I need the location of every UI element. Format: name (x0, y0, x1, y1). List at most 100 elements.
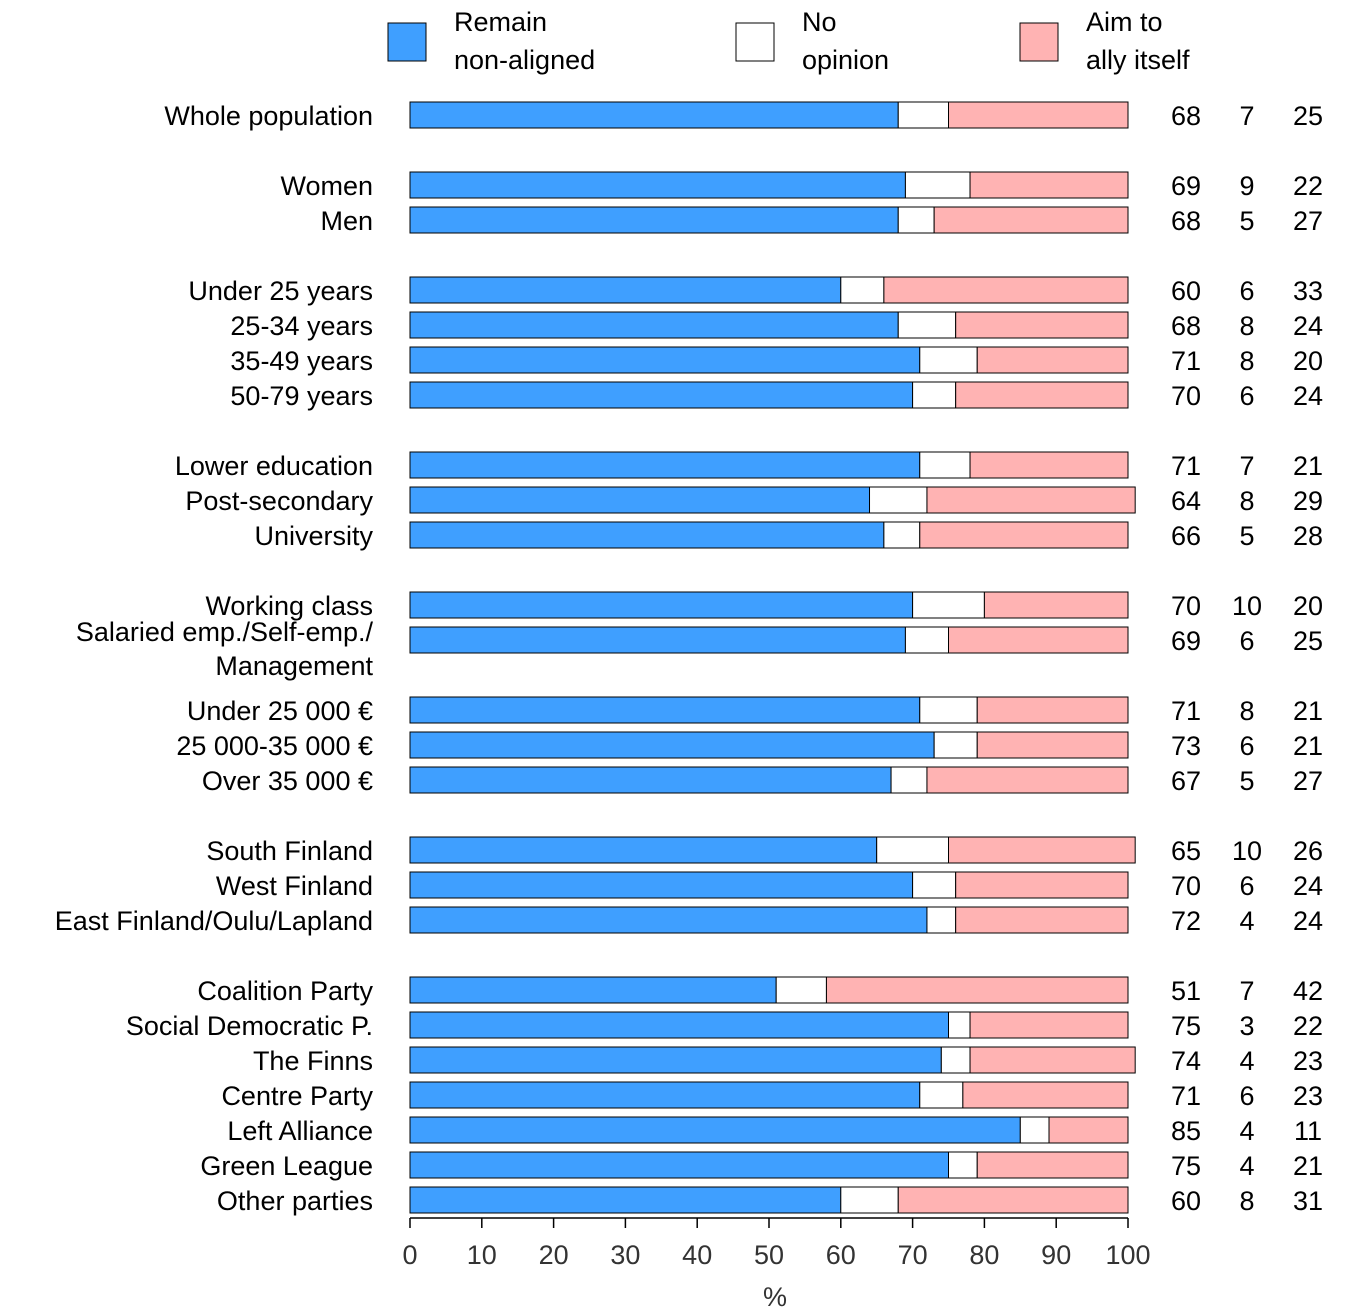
bar-no-opinion (897, 311, 957, 339)
chart-row: 50-79 years 70 6 24 (230, 381, 1323, 411)
value-label-ally: 21 (1293, 1151, 1323, 1181)
x-tick-label: 30 (610, 1240, 640, 1270)
bar-remain (409, 1011, 949, 1039)
chart-row: Lower education 71 7 21 (175, 451, 1323, 481)
value-label-ally: 20 (1293, 591, 1323, 621)
x-tick-label: 100 (1105, 1240, 1150, 1270)
value-label-ally: 33 (1293, 276, 1323, 306)
value-label-no-opinion: 9 (1239, 171, 1254, 201)
legend-swatch (1019, 22, 1059, 62)
legend-swatch (387, 22, 427, 62)
chart-row: West Finland 70 6 24 (216, 871, 1323, 901)
row-label: The Finns (253, 1046, 373, 1076)
value-label-no-opinion: 4 (1239, 1046, 1254, 1076)
row-label: Centre Party (221, 1081, 373, 1111)
bar-ally (969, 1011, 1129, 1039)
row-label: Women (280, 171, 373, 201)
value-label-remain: 71 (1171, 696, 1201, 726)
bar-remain (409, 486, 871, 514)
x-tick-label: 90 (1041, 1240, 1071, 1270)
bar-remain (409, 311, 899, 339)
row-label: Under 25 000 € (187, 696, 373, 726)
value-label-remain: 69 (1171, 171, 1201, 201)
bar-ally (948, 626, 1129, 654)
value-label-remain: 60 (1171, 276, 1201, 306)
value-label-no-opinion: 6 (1239, 381, 1254, 411)
bar-no-opinion (1019, 1116, 1050, 1144)
value-label-ally: 21 (1293, 696, 1323, 726)
value-label-no-opinion: 8 (1239, 346, 1254, 376)
legend-item: No opinion (735, 7, 889, 75)
value-label-ally: 27 (1293, 766, 1323, 796)
bar-ally (955, 311, 1129, 339)
legend-label: ally itself (1086, 45, 1190, 75)
value-label-no-opinion: 8 (1239, 311, 1254, 341)
bar-no-opinion (919, 1081, 964, 1109)
value-label-remain: 71 (1171, 346, 1201, 376)
value-label-ally: 22 (1293, 171, 1323, 201)
value-label-remain: 69 (1171, 626, 1201, 656)
row-label: West Finland (216, 871, 373, 901)
row-label: Management (215, 651, 373, 681)
value-label-no-opinion: 6 (1239, 1081, 1254, 1111)
chart-row: Working class 70 10 20 (205, 591, 1323, 621)
value-label-no-opinion: 7 (1239, 976, 1254, 1006)
value-label-remain: 85 (1171, 1116, 1201, 1146)
bar-ally (948, 836, 1136, 864)
value-label-no-opinion: 8 (1239, 486, 1254, 516)
bar-remain (409, 976, 777, 1004)
bar-no-opinion (897, 206, 935, 234)
bar-ally (969, 171, 1129, 199)
bar-remain (409, 521, 885, 549)
value-label-ally: 23 (1293, 1081, 1323, 1111)
value-label-ally: 26 (1293, 836, 1323, 866)
value-label-no-opinion: 4 (1239, 1151, 1254, 1181)
chart-row: Post-secondary 64 8 29 (185, 486, 1323, 516)
bar-remain (409, 626, 906, 654)
value-label-no-opinion: 6 (1239, 731, 1254, 761)
value-label-no-opinion: 10 (1232, 591, 1262, 621)
value-label-remain: 60 (1171, 1186, 1201, 1216)
row-label: Working class (205, 591, 373, 621)
chart-row: Under 25 years 60 6 33 (188, 276, 1323, 306)
legend-label: No (802, 7, 837, 37)
value-label-remain: 72 (1171, 906, 1201, 936)
value-label-remain: 67 (1171, 766, 1201, 796)
x-axis-label: % (763, 1282, 787, 1312)
bar-ally (919, 521, 1129, 549)
bar-no-opinion (890, 766, 928, 794)
bar-ally (948, 101, 1129, 129)
bar-no-opinion (926, 906, 957, 934)
bar-ally (825, 976, 1129, 1004)
value-label-remain: 51 (1171, 976, 1201, 1006)
value-label-remain: 75 (1171, 1011, 1201, 1041)
bar-remain (409, 101, 899, 129)
legend-label: opinion (802, 45, 889, 75)
chart-row: Green League 75 4 21 (200, 1151, 1323, 1181)
bar-remain (409, 696, 921, 724)
value-label-no-opinion: 8 (1239, 696, 1254, 726)
bar-no-opinion (897, 101, 949, 129)
bar-ally (897, 1186, 1129, 1214)
value-label-remain: 74 (1171, 1046, 1201, 1076)
value-label-ally: 25 (1293, 626, 1323, 656)
row-label: Post-secondary (185, 486, 373, 516)
bar-ally (926, 766, 1129, 794)
value-label-remain: 70 (1171, 381, 1201, 411)
chart-row: Women 69 9 22 (280, 171, 1323, 201)
x-tick-label: 70 (898, 1240, 928, 1270)
value-label-ally: 42 (1293, 976, 1323, 1006)
bar-no-opinion (912, 381, 957, 409)
bar-ally (969, 1046, 1136, 1074)
chart-row: University 66 5 28 (254, 521, 1323, 551)
bar-no-opinion (876, 836, 950, 864)
value-label-remain: 71 (1171, 451, 1201, 481)
row-label: Lower education (175, 451, 373, 481)
chart-row: Left Alliance 85 4 11 (227, 1116, 1322, 1146)
value-label-remain: 70 (1171, 871, 1201, 901)
bar-no-opinion (919, 696, 978, 724)
value-label-no-opinion: 4 (1239, 1116, 1254, 1146)
bar-no-opinion (840, 1186, 899, 1214)
row-label: Salaried emp./Self-emp./ (76, 617, 374, 647)
x-tick-label: 10 (467, 1240, 497, 1270)
